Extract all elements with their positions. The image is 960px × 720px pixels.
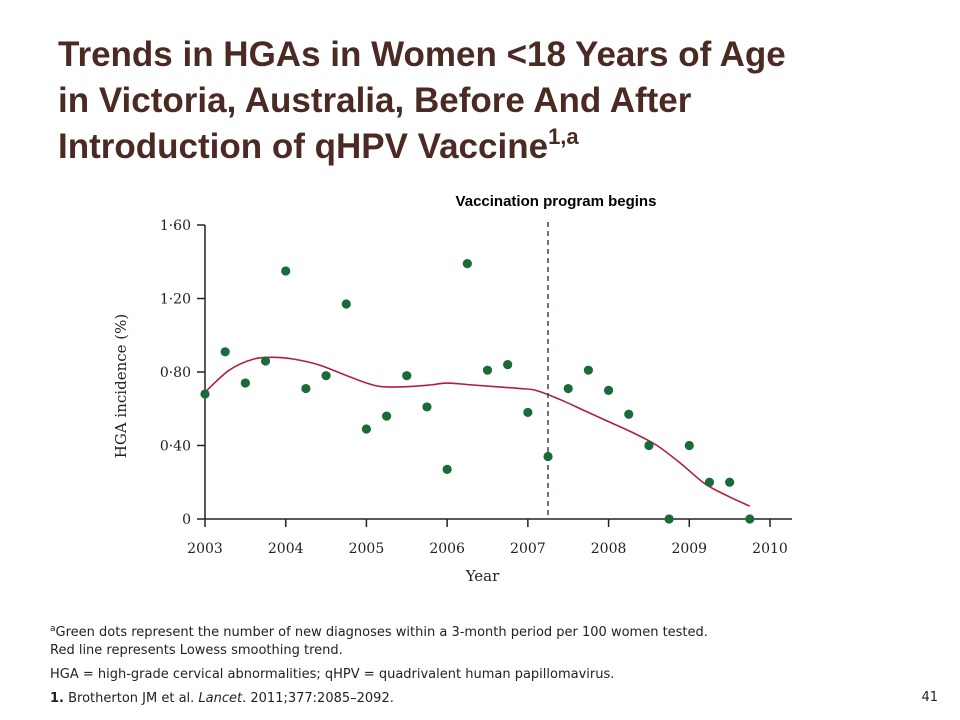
data-point <box>361 424 372 434</box>
reference-journal: Lancet <box>198 691 243 706</box>
y-tick-label: 0·40 <box>160 439 191 455</box>
data-point <box>482 365 493 375</box>
slide-title: Trends in HGAs in Women <18 Years of Age… <box>58 32 918 170</box>
data-point <box>563 383 573 394</box>
trend-line-group <box>204 356 751 507</box>
data-point <box>644 440 654 451</box>
title-line-3: Introduction of qHPV Vaccine1,a <box>58 124 918 170</box>
reference-details: . 2011;377:2085–2092. <box>242 691 394 706</box>
y-axis-label: HGA incidence (%) <box>112 314 130 458</box>
data-point <box>382 411 392 421</box>
x-axis-label: Year <box>465 567 500 585</box>
data-point <box>523 407 533 418</box>
data-point <box>503 360 513 370</box>
title-line-2: in Victoria, Australia, Before And After <box>58 81 692 120</box>
footnote-reference: 1. Brotherton JM et al. Lancet. 2011;377… <box>50 690 910 708</box>
lowess-trend-line <box>204 356 751 507</box>
x-tick-label: 2006 <box>429 541 465 557</box>
chart-axes <box>204 225 792 520</box>
footnote-dots: aGreen dots represent the number of new … <box>50 624 910 642</box>
data-point <box>321 371 331 381</box>
footnote-line: Red line represents Lowess smoothing tre… <box>50 643 343 658</box>
data-point <box>260 356 271 366</box>
hga-incidence-chart: 0 0·40 0·80 1·20 1·60 2003 2004 2005 2006 2007 200… <box>112 193 792 585</box>
title-line-1: Trends in HGAs in Women <18 Years of Age <box>58 35 786 74</box>
x-tick-label: 2004 <box>268 541 304 557</box>
y-tick-label: 1·20 <box>160 292 191 308</box>
data-points <box>200 258 755 524</box>
data-point <box>704 477 715 487</box>
slide-number: 41 <box>921 690 938 705</box>
data-point <box>543 451 553 462</box>
y-tick-label: 1·60 <box>160 218 191 234</box>
data-point <box>603 385 614 395</box>
footnotes: aGreen dots represent the number of new … <box>50 624 910 708</box>
data-point <box>583 365 593 375</box>
footnote-dots-text: Green dots represent the number of new d… <box>55 625 708 640</box>
data-point <box>725 477 735 487</box>
reference-authors: Brotherton JM et al. <box>68 691 195 706</box>
data-point <box>220 347 230 357</box>
data-point <box>341 299 351 309</box>
x-tick-label: 2010 <box>752 541 788 557</box>
x-tick-label: 2007 <box>510 541 546 557</box>
footnote-marker: a <box>50 624 56 634</box>
vaccination-annotation: Vaccination program begins <box>456 193 657 519</box>
data-point <box>402 371 412 381</box>
reference-number: 1. <box>50 691 64 706</box>
axis-ticks: 0 0·40 0·80 1·20 1·60 2003 2004 2005 2006 2007 200… <box>160 218 788 557</box>
data-point <box>301 383 311 394</box>
data-point <box>442 464 452 474</box>
vaccination-label: Vaccination program begins <box>456 193 657 210</box>
y-tick-label: 0·80 <box>160 365 191 381</box>
title-superscript: 1,a <box>548 124 579 149</box>
data-point <box>462 258 472 269</box>
data-point <box>664 514 674 524</box>
data-point <box>200 389 210 399</box>
x-tick-label: 2008 <box>591 541 627 557</box>
data-point <box>684 440 694 451</box>
footnote-abbreviations: HGA = high-grade cervical abnormalities;… <box>50 667 615 682</box>
x-tick-label: 2005 <box>349 541 385 557</box>
data-point <box>624 409 634 419</box>
title-line-3-text: Introduction of qHPV Vaccine <box>58 127 549 166</box>
data-point <box>281 266 291 276</box>
data-point <box>422 402 432 412</box>
data-point <box>745 514 755 524</box>
y-tick-label: 0 <box>182 512 191 528</box>
data-point <box>240 378 250 388</box>
x-tick-label: 2009 <box>671 541 707 557</box>
x-tick-label: 2003 <box>187 541 223 557</box>
